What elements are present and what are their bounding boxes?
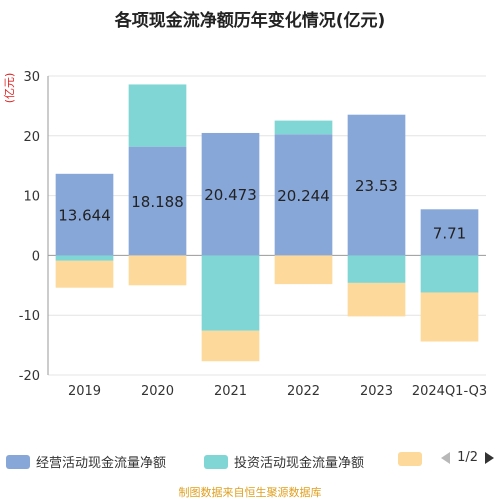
legend: 经营活动现金流量净额 投资活动现金流量净额 1/2 xyxy=(0,446,500,476)
legend-item-operating[interactable]: 经营活动现金流量净额 xyxy=(6,452,166,471)
bar-series-1 xyxy=(274,120,333,135)
bar-series-2 xyxy=(274,255,333,285)
legend-item-investing[interactable]: 投资活动现金流量净额 xyxy=(204,452,364,471)
y-tick-label: -20 xyxy=(19,369,40,384)
data-label: 7.71 xyxy=(433,224,466,242)
y-tick-label: 30 xyxy=(23,70,40,85)
legend-item-financing[interactable] xyxy=(398,452,428,466)
bar-series-1 xyxy=(201,255,260,331)
bar-series-0 xyxy=(128,146,187,256)
x-tick-label: 2023 xyxy=(360,384,393,399)
y-tick-label: 20 xyxy=(23,130,40,145)
bar-series-0 xyxy=(201,132,260,256)
data-label: 23.53 xyxy=(355,177,398,195)
y-tick-label: 10 xyxy=(23,190,40,205)
chart-plot: (亿元) 13.644 18.188 20.473 20.244 23.53 7.71 -… xyxy=(3,70,487,399)
y-tick-label: -10 xyxy=(19,309,40,324)
bar-series-1 xyxy=(347,255,406,283)
y-axis-label: (亿元) xyxy=(3,73,16,104)
bar-series-1 xyxy=(128,84,187,147)
bar-series-0 xyxy=(347,114,406,256)
pager-next-icon[interactable] xyxy=(485,451,494,464)
bar-series-1 xyxy=(55,255,114,261)
bar-series-2 xyxy=(420,292,479,342)
bar-series-2 xyxy=(128,255,187,286)
bar-series-2 xyxy=(201,330,260,362)
data-label: 18.188 xyxy=(131,193,184,211)
pager-label: 1/2 xyxy=(457,450,478,465)
legend-pager: 1/2 xyxy=(441,450,494,465)
bar-series-1 xyxy=(420,255,479,293)
pager-prev-icon[interactable] xyxy=(441,451,451,464)
x-tick-label: 2024Q1-Q3 xyxy=(412,384,487,399)
legend-label-operating: 经营活动现金流量净额 xyxy=(36,456,167,471)
x-tick-label: 2020 xyxy=(141,384,174,399)
x-tick-label: 2021 xyxy=(214,384,247,399)
bar-series-2 xyxy=(55,260,114,288)
legend-swatch-investing xyxy=(204,454,228,469)
legend-swatch-operating xyxy=(6,454,30,469)
x-tick-label: 2022 xyxy=(287,384,320,399)
y-tick-label: 0 xyxy=(32,249,40,264)
data-label: 13.644 xyxy=(58,207,111,225)
bar-series-0 xyxy=(274,134,333,256)
legend-label-investing: 投资活动现金流量净额 xyxy=(234,456,365,471)
x-tick-label: 2019 xyxy=(68,384,101,399)
chart-title: 各项现金流净额历年变化情况(亿元) xyxy=(114,11,386,31)
data-label: 20.244 xyxy=(277,187,330,205)
source-note: 制图数据来自恒生聚源数据库 xyxy=(178,486,322,499)
bar-series-2 xyxy=(347,282,406,317)
bar-series-0 xyxy=(420,209,479,256)
bar-series-0 xyxy=(55,173,114,256)
legend-swatch-financing xyxy=(398,452,422,466)
data-label: 20.473 xyxy=(204,186,257,204)
